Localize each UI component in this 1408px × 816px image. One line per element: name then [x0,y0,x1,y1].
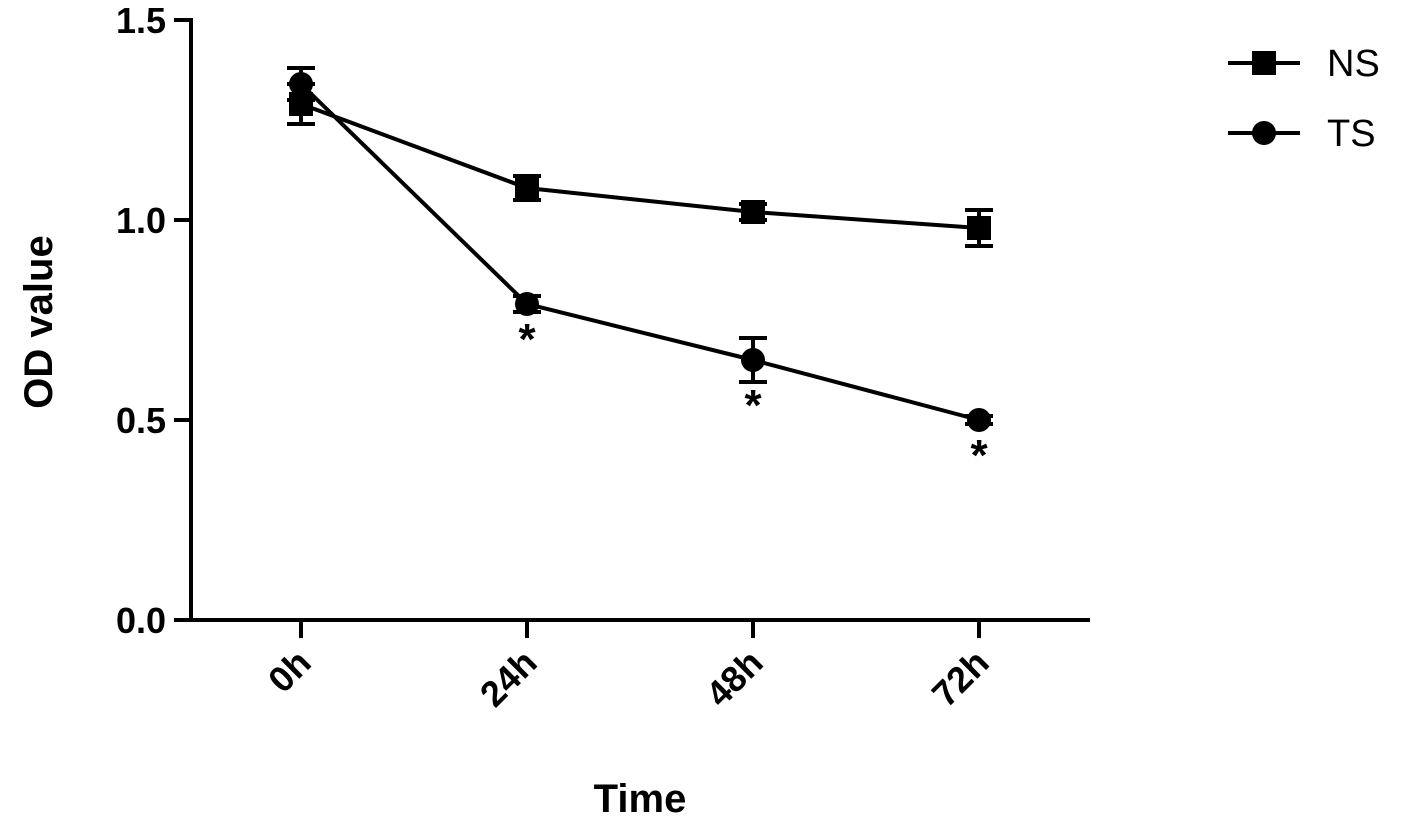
series-layer [287,66,993,432]
y-ticks: 0.0 0.5 1.0 1.5 [116,0,191,641]
data-point-square [515,176,539,200]
x-tick-label: 48h [698,642,771,715]
y-tick-label: 0.5 [116,400,166,441]
data-point-circle [967,408,991,432]
legend-item-ns: NS [1228,43,1380,85]
series-ns [287,82,993,248]
data-point-square [967,216,991,240]
x-tick-label: 72h [924,642,997,715]
significance-asterisk: * [970,431,988,480]
x-tick-label: 24h [472,642,545,715]
legend-item-ts: TS [1228,113,1376,155]
y-tick-label: 0.0 [116,600,166,641]
y-tick-label: 1.0 [116,200,166,241]
y-tick-label: 1.5 [116,0,166,41]
legend-marker-square [1252,51,1276,75]
x-axis-title: Time [594,777,687,816]
x-tick-label: 0h [260,642,319,701]
legend-marker-circle [1252,121,1276,145]
series-line [300,102,980,230]
legend-label: TS [1327,113,1376,155]
legend-label: NS [1327,43,1380,85]
significance-asterisk: * [518,315,536,364]
y-axis-title: OD value [17,235,61,408]
annotation-layer: * * * [518,315,988,480]
axes [189,18,1090,622]
data-point-circle [289,72,313,96]
series-ts [287,66,993,432]
significance-asterisk: * [744,381,762,430]
data-point-square [741,200,765,224]
data-point-circle [515,292,539,316]
data-point-circle [741,348,765,372]
legend: NS TS [1228,43,1380,155]
x-ticks: 0h 24h 48h 72h [260,620,997,715]
series-line [299,82,980,422]
